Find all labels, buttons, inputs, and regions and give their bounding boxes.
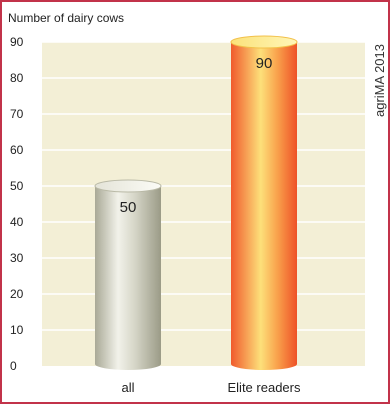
bar-all — [95, 186, 161, 370]
y-tick-label: 10 — [10, 323, 24, 337]
x-category-label: all — [121, 380, 134, 395]
plot-area — [42, 42, 365, 366]
y-tick-label: 30 — [10, 251, 24, 265]
bar-top-cap — [94, 179, 162, 193]
y-tick-label: 40 — [10, 215, 24, 229]
y-tick-label: 60 — [10, 143, 24, 157]
y-axis-title: Number of dairy cows — [8, 11, 124, 25]
y-tick-label: 90 — [10, 35, 24, 49]
y-tick-label: 70 — [10, 107, 24, 121]
bars: 50 90 — [94, 35, 298, 370]
y-axis: 0 10 20 30 40 50 60 70 80 90 — [10, 35, 24, 373]
x-category-label: Elite readers — [228, 380, 301, 395]
y-tick-label: 0 — [10, 359, 17, 373]
y-tick-label: 80 — [10, 71, 24, 85]
y-tick-label: 50 — [10, 179, 24, 193]
bar-value-label: 90 — [256, 55, 273, 72]
bar-value-label: 50 — [120, 199, 137, 216]
y-tick-label: 20 — [10, 287, 24, 301]
x-axis: all Elite readers — [121, 380, 300, 395]
bar-elite-readers — [231, 42, 297, 370]
bar-top-cap — [230, 35, 298, 49]
source-watermark: agriMA 2013 — [372, 44, 387, 117]
